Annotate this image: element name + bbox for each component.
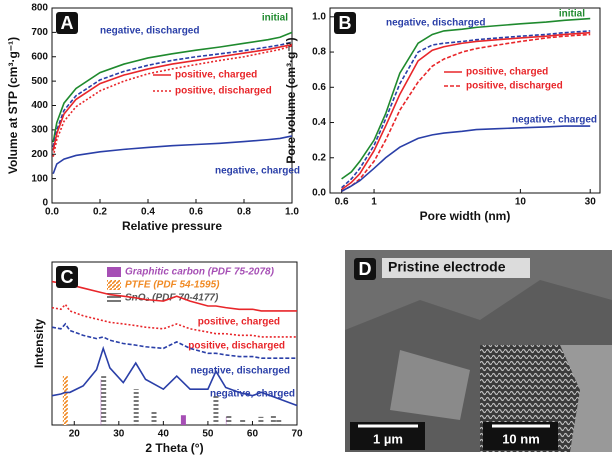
image-panel: D Pristine electrode 1 µm 10 nm: [345, 250, 612, 452]
plot-frame: [51, 261, 298, 426]
y-tick-label: 0.0: [312, 188, 326, 199]
legend-label: Graphitic carbon (PDF 75-2078): [125, 267, 275, 278]
y-tick-label: 0.4: [312, 117, 326, 128]
y-axis-label: Pore volume (cm³·g⁻¹): [284, 37, 298, 163]
series-label: negative, charged: [210, 389, 295, 400]
y-tick-label: 0.6: [312, 82, 326, 93]
series-line: [341, 125, 591, 192]
series-line: [52, 31, 293, 143]
series-label: positive, charged: [175, 70, 257, 81]
scale-label: 10 nm: [502, 431, 540, 446]
y-tick-label: 1.0: [312, 11, 326, 22]
reference-bar: [101, 376, 107, 425]
plot-frame: [329, 7, 601, 194]
x-tick-label: 0.2: [93, 207, 107, 218]
series-line: [51, 345, 298, 407]
y-tick-label: 600: [31, 51, 48, 62]
series-label: initial: [559, 9, 585, 20]
x-tick-label: 1.0: [285, 207, 299, 218]
series-label: negative, discharged: [386, 18, 485, 29]
x-tick-label: 0.6: [335, 197, 349, 208]
series-line: [52, 45, 293, 157]
legend-swatch: [107, 280, 121, 290]
y-tick-label: 500: [31, 76, 48, 87]
y-tick-label: 0: [42, 198, 48, 209]
series-label: positive, discharged: [188, 341, 285, 352]
scale-label: 1 µm: [373, 431, 403, 446]
reference-bar: [151, 411, 157, 425]
series-line: [52, 135, 293, 175]
series-line: [341, 33, 591, 192]
reference-bar: [226, 415, 232, 425]
y-tick-label: 800: [31, 3, 48, 14]
series-label: positive, discharged: [175, 86, 272, 97]
reference-bar: [62, 376, 68, 425]
series-label: negative, discharged: [100, 26, 199, 37]
series-line: [51, 322, 297, 359]
x-tick-label: 30: [113, 429, 125, 440]
y-tick-label: 300: [31, 125, 48, 136]
panel-badge: [56, 12, 78, 34]
x-tick-label: 70: [291, 429, 303, 440]
x-tick-label: 50: [202, 429, 214, 440]
series-label: negative, charged: [512, 115, 597, 126]
reference-bar: [133, 389, 139, 425]
panel-badge: [354, 258, 376, 280]
reference-bar: [240, 418, 246, 425]
series-label: negative, discharged: [191, 366, 290, 377]
panel-label: A: [61, 13, 74, 33]
reference-bar: [276, 418, 282, 425]
image-title: Pristine electrode: [388, 259, 506, 275]
y-axis-label: Volume at STP (cm³·g⁻¹): [6, 37, 20, 174]
x-tick-label: 1: [371, 197, 377, 208]
y-tick-label: 100: [31, 173, 48, 184]
x-tick-label: 30: [585, 197, 597, 208]
y-axis-label: Intensity: [32, 319, 46, 369]
y-tick-label: 200: [31, 149, 48, 160]
series-label: positive, charged: [466, 67, 548, 78]
y-tick-label: 400: [31, 100, 48, 111]
series-label: negative, charged: [215, 166, 300, 177]
series-label: positive, discharged: [466, 81, 563, 92]
x-axis-label: 2 Theta (°): [145, 441, 203, 455]
reference-bar: [213, 395, 219, 425]
reference-bar: [258, 416, 264, 425]
x-tick-label: 60: [247, 429, 259, 440]
series-line: [52, 41, 293, 148]
legend-swatch: [107, 267, 121, 277]
x-tick-label: 20: [69, 429, 81, 440]
series-line: [52, 43, 293, 151]
panel-badge: [56, 266, 78, 288]
legend-label: PTFE (PDF 54-1595): [125, 280, 220, 291]
x-tick-label: 10: [515, 197, 527, 208]
x-tick-label: 0.4: [141, 207, 155, 218]
y-tick-label: 0.2: [312, 152, 326, 163]
panel-label: C: [61, 267, 74, 287]
x-tick-label: 0.0: [45, 207, 59, 218]
x-axis-label: Relative pressure: [122, 219, 222, 233]
series-label: positive, charged: [198, 317, 280, 328]
panel-label: B: [339, 13, 352, 33]
x-axis-label: Pore width (nm): [420, 209, 511, 223]
micrograph-region: [390, 350, 470, 420]
reference-bar: [180, 415, 186, 425]
x-tick-label: 40: [158, 429, 170, 440]
title-box: [382, 258, 530, 278]
y-tick-label: 0.8: [312, 47, 326, 58]
panel-badge: [334, 12, 356, 34]
series-line: [341, 31, 591, 191]
y-tick-label: 700: [31, 27, 48, 38]
legend-swatch: [107, 293, 121, 303]
panel-label: D: [359, 259, 372, 279]
series-label: initial: [262, 13, 288, 24]
reference-bar: [270, 415, 276, 425]
x-tick-label: 0.8: [237, 207, 251, 218]
series-line: [341, 17, 591, 180]
x-tick-label: 0.6: [189, 207, 203, 218]
